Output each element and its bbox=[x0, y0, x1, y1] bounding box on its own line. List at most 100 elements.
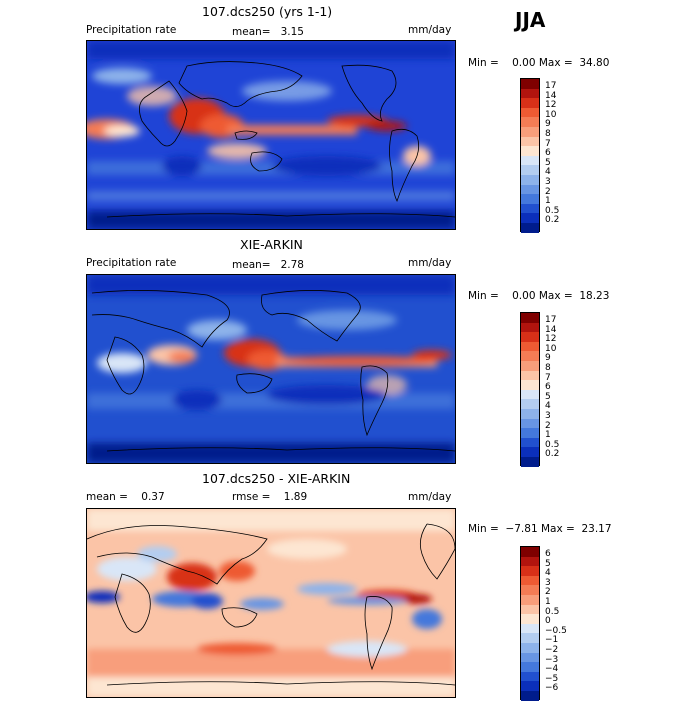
panel3-map bbox=[86, 508, 456, 698]
colorbar-label: 6 bbox=[545, 549, 551, 559]
colorbar-label: 14 bbox=[545, 90, 557, 101]
colorbar-label: 10 bbox=[545, 109, 557, 120]
panel1-colorbar-swatch bbox=[521, 184, 539, 195]
panel1-colorbar-swatch bbox=[521, 88, 539, 99]
colorbar-label: 4 bbox=[545, 167, 551, 178]
panel3-colorbar-swatch bbox=[521, 594, 539, 605]
panel1-colorbar-swatch bbox=[521, 136, 539, 147]
panel3-units: mm/day bbox=[408, 491, 452, 503]
colorbar-label: 12 bbox=[545, 334, 557, 345]
panel1-colorbar-swatch bbox=[521, 126, 539, 137]
panel2-colorbar-swatch bbox=[521, 341, 539, 352]
panel3-minmax: Min = −7.81 Max = 23.17 bbox=[468, 523, 612, 535]
colorbar-label: 17 bbox=[545, 81, 557, 91]
panel2-map bbox=[86, 274, 456, 464]
panel3-colorbar-swatch bbox=[521, 690, 539, 701]
panel2-colorbar-swatch bbox=[521, 428, 539, 438]
colorbar-label: 4 bbox=[545, 568, 551, 579]
panel1-colorbar-swatch bbox=[521, 222, 539, 233]
colorbar-label: 1 bbox=[545, 196, 551, 207]
panel1-colorbar-swatch bbox=[521, 146, 539, 156]
panel2-colorbar-swatch bbox=[521, 380, 539, 390]
colorbar-label: 0.5 bbox=[545, 205, 560, 216]
panel3-colorbar-swatch bbox=[521, 585, 539, 595]
panel2-colorbar bbox=[520, 312, 540, 467]
panel1-units: mm/day bbox=[408, 24, 452, 36]
colorbar-label: 7 bbox=[545, 372, 551, 383]
panel3-colorbar-labels: 6 5 4 3 2 1 0.5 0 −0.5 −1 −2 −3 −4 −5 −6 bbox=[545, 549, 567, 694]
colorbar-label: 0.2 bbox=[545, 449, 560, 460]
colorbar-label: 0.2 bbox=[545, 215, 560, 226]
panel2-minmax: Min = 0.00 Max = 18.23 bbox=[468, 290, 610, 302]
colorbar-label: 1 bbox=[545, 430, 551, 441]
colorbar-label: −4 bbox=[545, 664, 559, 675]
panel3-colorbar-swatch bbox=[521, 556, 539, 567]
colorbar-label: −2 bbox=[545, 644, 559, 655]
colorbar-label: 0 bbox=[545, 616, 551, 627]
panel3-rmse: rmse = 1.89 bbox=[232, 491, 308, 503]
colorbar-label: 3 bbox=[545, 176, 551, 187]
colorbar-label: 9 bbox=[545, 119, 551, 130]
panel3-colorbar-swatch bbox=[521, 662, 539, 672]
panel2-units: mm/day bbox=[408, 257, 452, 269]
colorbar-label: −1 bbox=[545, 635, 559, 646]
colorbar-label: 8 bbox=[545, 362, 551, 373]
colorbar-label: 2 bbox=[545, 420, 551, 431]
panel2-colorbar-swatch bbox=[521, 332, 539, 342]
panel2-colorbar-swatch bbox=[521, 322, 539, 333]
panel2-colorbar-swatch bbox=[521, 351, 539, 361]
colorbar-label: 14 bbox=[545, 324, 557, 335]
colorbar-label: 9 bbox=[545, 353, 551, 364]
panel2-colorbar-swatch bbox=[521, 313, 539, 323]
colorbar-label: 0.5 bbox=[545, 439, 560, 450]
panel3-colorbar-swatch bbox=[521, 642, 539, 653]
panel1-colorbar-swatch bbox=[521, 98, 539, 108]
colorbar-label: 6 bbox=[545, 382, 551, 393]
colorbar-label: 3 bbox=[545, 410, 551, 421]
colorbar-label: 5 bbox=[545, 391, 551, 402]
panel2-title: XIE-ARKIN bbox=[240, 237, 303, 252]
panel3-colorbar-swatch bbox=[521, 614, 539, 624]
panel1-mean: mean= 3.15 bbox=[232, 26, 304, 38]
panel1-colorbar-swatch bbox=[521, 79, 539, 89]
colorbar-label: 12 bbox=[545, 100, 557, 111]
colorbar-label: 3 bbox=[545, 577, 551, 588]
panel1-colorbar-swatch bbox=[521, 194, 539, 204]
colorbar-label: 2 bbox=[545, 186, 551, 197]
panel2-left-label: Precipitation rate bbox=[86, 257, 177, 269]
colorbar-label: −0.5 bbox=[545, 625, 567, 636]
panel1-colorbar-swatch bbox=[521, 203, 539, 214]
colorbar-label: −6 bbox=[545, 683, 559, 694]
colorbar-label: 10 bbox=[545, 343, 557, 354]
panel1-colorbar-swatch bbox=[521, 165, 539, 175]
colorbar-label: 5 bbox=[545, 157, 551, 168]
panel1-colorbar-labels: 17 14 12 10 9 8 7 6 5 4 3 2 1 0.5 0.2 bbox=[545, 81, 560, 226]
panel2-colorbar-swatch bbox=[521, 360, 539, 371]
panel2-colorbar-swatch bbox=[521, 447, 539, 457]
panel2-colorbar-swatch bbox=[521, 389, 539, 400]
panel2-mean: mean= 2.78 bbox=[232, 259, 304, 271]
colorbar-label: 17 bbox=[545, 315, 557, 325]
panel1-minmax: Min = 0.00 Max = 34.80 bbox=[468, 57, 610, 69]
panel2-colorbar-swatch bbox=[521, 399, 539, 409]
colorbar-label: 6 bbox=[545, 148, 551, 159]
panel3-colorbar-swatch bbox=[521, 566, 539, 576]
panel3-colorbar-swatch bbox=[521, 575, 539, 586]
panel2-colorbar-swatch bbox=[521, 370, 539, 381]
panel1-colorbar-swatch bbox=[521, 213, 539, 223]
panel1-title: 107.dcs250 (yrs 1-1) bbox=[202, 4, 333, 19]
panel3-colorbar-swatch bbox=[521, 633, 539, 643]
panel1-colorbar-swatch bbox=[521, 174, 539, 185]
season-label: JJA bbox=[515, 8, 546, 32]
colorbar-label: 0.5 bbox=[545, 606, 560, 617]
panel3-title: 107.dcs250 - XIE-ARKIN bbox=[202, 471, 351, 486]
panel3-colorbar-swatch bbox=[521, 671, 539, 682]
panel3-colorbar-swatch bbox=[521, 681, 539, 691]
panel2-colorbar-swatch bbox=[521, 408, 539, 419]
colorbar-label: −3 bbox=[545, 654, 559, 665]
colorbar-label: 5 bbox=[545, 558, 551, 569]
panel2-colorbar-swatch bbox=[521, 456, 539, 467]
panel1-colorbar-swatch bbox=[521, 107, 539, 118]
colorbar-label: 7 bbox=[545, 138, 551, 149]
panel3-colorbar-swatch bbox=[521, 623, 539, 634]
